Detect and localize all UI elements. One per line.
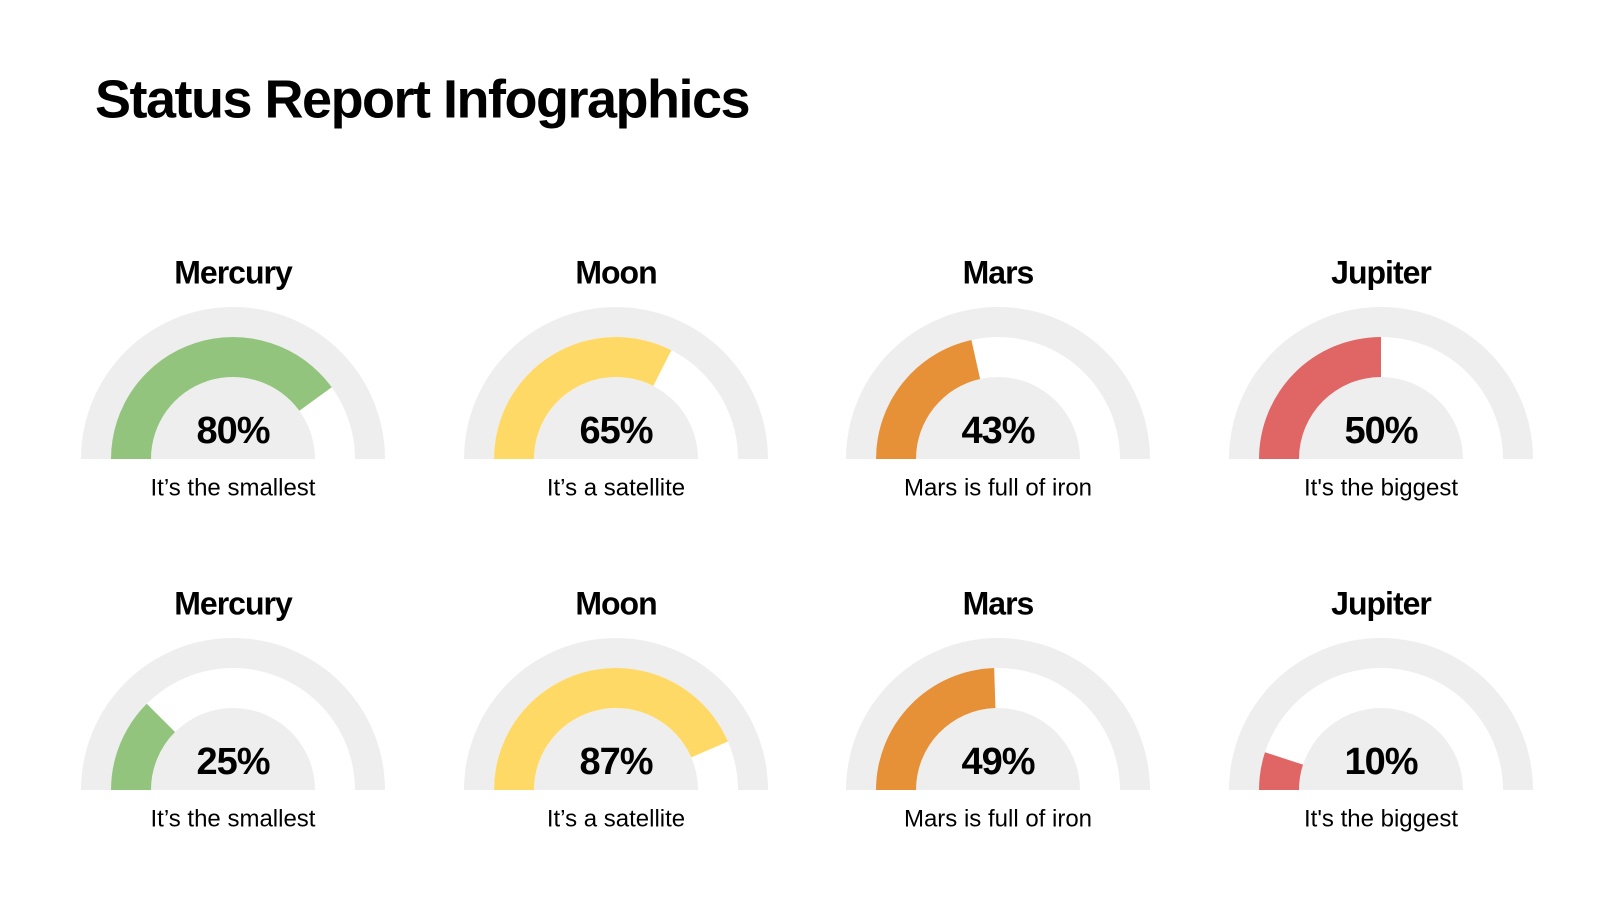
gauge-track (1229, 638, 1533, 790)
gauge-track (464, 307, 768, 459)
gauge-center (151, 377, 315, 459)
value-label: 50% (1344, 410, 1417, 452)
gauge-title: Mars (963, 254, 1034, 290)
gauge-center (151, 708, 315, 790)
value-label: 49% (961, 741, 1034, 783)
gauge-subtitle: It’s a satellite (547, 805, 685, 832)
value-label: 10% (1344, 741, 1417, 783)
gauge-track (1229, 307, 1533, 459)
gauge-center (534, 377, 698, 459)
page-title: Status Report Infographics (95, 69, 749, 129)
gauge-center (534, 708, 698, 790)
value-label: 87% (579, 741, 652, 783)
gauge-subtitle: It's the biggest (1304, 474, 1458, 501)
gauge-bar (1259, 752, 1304, 790)
gauge-title: Jupiter (1331, 254, 1431, 290)
gauge-track (846, 638, 1150, 790)
gauge-title: Mercury (174, 585, 293, 621)
value-label: 43% (961, 410, 1034, 452)
gauge-track (846, 307, 1150, 459)
gauge-center (916, 377, 1080, 459)
gauge-center (1299, 377, 1463, 459)
gauge-bar (111, 337, 332, 459)
gauge-title: Jupiter (1331, 585, 1431, 621)
gauge-subtitle: It’s a satellite (547, 474, 685, 501)
gauge-subtitle: It's the biggest (1304, 805, 1458, 832)
gauge-bar (876, 339, 981, 459)
gauge-track (464, 638, 768, 790)
value-label: 25% (196, 741, 269, 783)
gauge-track (81, 638, 385, 790)
gauge-title: Moon (575, 585, 656, 621)
gauge-subtitle: It’s the smallest (151, 474, 316, 501)
gauge-title: Moon (575, 254, 656, 290)
gauge-bar (1259, 337, 1381, 459)
gauge-bar (494, 668, 728, 790)
value-label: 65% (579, 410, 652, 452)
gauge-track (81, 307, 385, 459)
gauge-title: Mercury (174, 254, 293, 290)
gauge-center (916, 708, 1080, 790)
gauge-bar (111, 703, 176, 790)
gauge-subtitle: Mars is full of iron (904, 474, 1092, 501)
gauge-subtitle: Mars is full of iron (904, 805, 1092, 832)
gauge-bar (876, 668, 996, 790)
value-label: 80% (196, 410, 269, 452)
gauge-title: Mars (963, 585, 1034, 621)
gauge-subtitle: It’s the smallest (151, 805, 316, 832)
gauge-center (1299, 708, 1463, 790)
gauge-bar (494, 336, 672, 459)
